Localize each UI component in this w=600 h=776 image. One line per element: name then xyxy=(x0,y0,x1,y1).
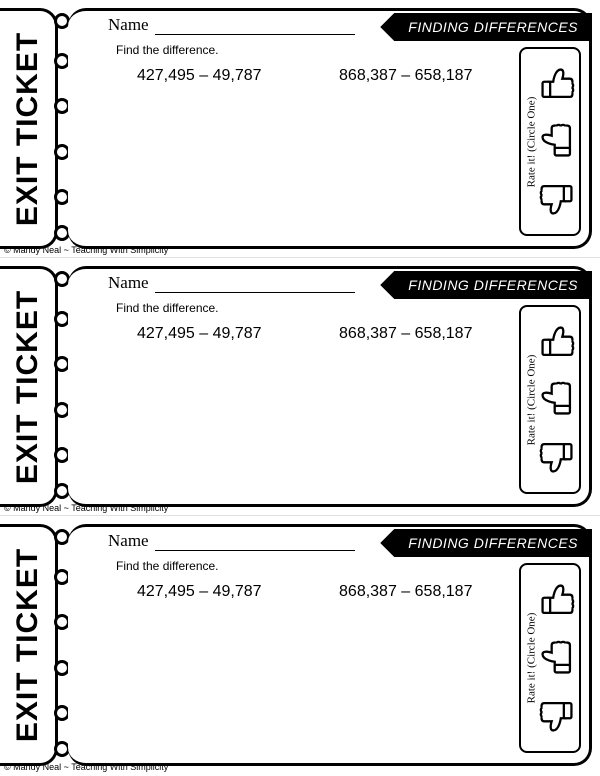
stub-label: EXIT TICKET xyxy=(11,289,45,483)
copyright-text: © Mandy Neal ~ Teaching With Simplicity xyxy=(4,762,168,772)
problems-row: 427,495 – 49,787 868,387 – 658,187 xyxy=(96,325,509,343)
copyright-text: © Mandy Neal ~ Teaching With Simplicity xyxy=(4,245,168,255)
ticket-body: Name FINDING DIFFERENCES Find the differ… xyxy=(68,524,592,766)
problem-2: 868,387 – 658,187 xyxy=(303,583,510,601)
name-row: Name xyxy=(108,15,355,35)
problem-2: 868,387 – 658,187 xyxy=(303,67,510,85)
instruction-text: Find the difference. xyxy=(116,301,219,315)
exit-ticket: EXIT TICKET Name FINDING DIFFERENCES Fin… xyxy=(0,0,600,258)
thumb-down-icon xyxy=(538,435,576,479)
thumbs-column[interactable] xyxy=(539,55,575,228)
name-label: Name xyxy=(108,531,149,551)
thumb-side-icon xyxy=(538,636,576,680)
ticket-body: Name FINDING DIFFERENCES Find the differ… xyxy=(68,8,592,249)
thumb-side-icon xyxy=(538,119,576,163)
thumbs-column[interactable] xyxy=(539,313,575,486)
stub-label: EXIT TICKET xyxy=(11,31,45,225)
problem-1: 427,495 – 49,787 xyxy=(96,583,303,601)
ticket-stub: EXIT TICKET xyxy=(0,524,58,766)
thumb-side-icon xyxy=(538,377,576,421)
ticket-stub: EXIT TICKET xyxy=(0,8,58,249)
instruction-text: Find the difference. xyxy=(116,43,219,57)
problems-row: 427,495 – 49,787 868,387 – 658,187 xyxy=(96,67,509,85)
name-input-line[interactable] xyxy=(155,276,355,293)
stub-label: EXIT TICKET xyxy=(11,548,45,742)
thumb-down-icon xyxy=(538,177,576,221)
rate-panel: Rate it! (Circle One) xyxy=(519,305,581,494)
name-input-line[interactable] xyxy=(155,534,355,551)
ticket-stub: EXIT TICKET xyxy=(0,266,58,507)
rate-label: Rate it! (Circle One) xyxy=(525,96,537,187)
rate-panel: Rate it! (Circle One) xyxy=(519,563,581,753)
exit-ticket: EXIT TICKET Name FINDING DIFFERENCES Fin… xyxy=(0,516,600,774)
rate-panel: Rate it! (Circle One) xyxy=(519,47,581,236)
title-banner: FINDING DIFFERENCES xyxy=(380,13,592,41)
instruction-text: Find the difference. xyxy=(116,559,219,573)
thumb-down-icon xyxy=(538,694,576,738)
thumb-up-icon xyxy=(538,578,576,622)
rate-label: Rate it! (Circle One) xyxy=(525,354,537,445)
problem-2: 868,387 – 658,187 xyxy=(303,325,510,343)
problem-1: 427,495 – 49,787 xyxy=(96,325,303,343)
copyright-text: © Mandy Neal ~ Teaching With Simplicity xyxy=(4,503,168,513)
name-label: Name xyxy=(108,15,149,35)
rate-label: Rate it! (Circle One) xyxy=(525,613,537,704)
name-label: Name xyxy=(108,273,149,293)
title-banner: FINDING DIFFERENCES xyxy=(380,271,592,299)
thumbs-column[interactable] xyxy=(539,571,575,745)
name-input-line[interactable] xyxy=(155,18,355,35)
title-banner: FINDING DIFFERENCES xyxy=(380,529,592,557)
thumb-up-icon xyxy=(538,320,576,364)
problems-row: 427,495 – 49,787 868,387 – 658,187 xyxy=(96,583,509,601)
ticket-body: Name FINDING DIFFERENCES Find the differ… xyxy=(68,266,592,507)
name-row: Name xyxy=(108,273,355,293)
problem-1: 427,495 – 49,787 xyxy=(96,67,303,85)
exit-ticket: EXIT TICKET Name FINDING DIFFERENCES Fin… xyxy=(0,258,600,516)
thumb-up-icon xyxy=(538,62,576,106)
name-row: Name xyxy=(108,531,355,551)
